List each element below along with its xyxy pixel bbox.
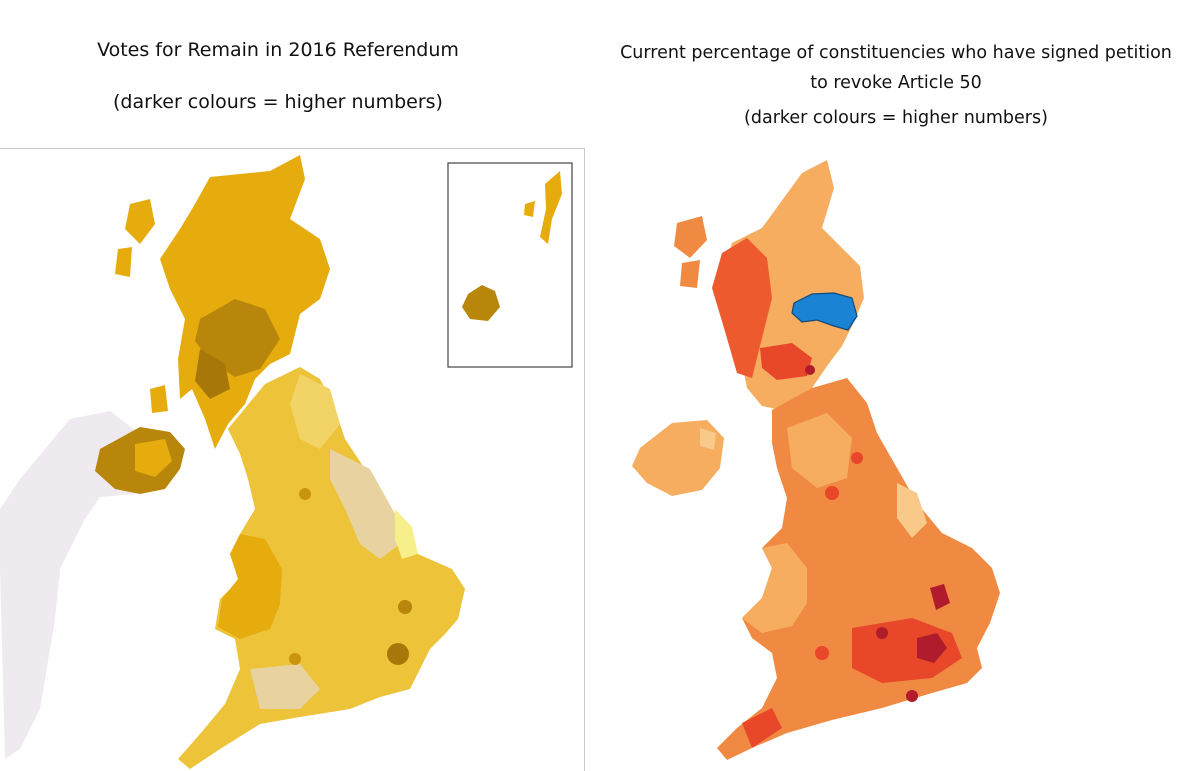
- london-dark: [387, 643, 409, 665]
- right-map-title: Current percentage of constituencies who…: [620, 43, 1172, 93]
- ireland-landmass: [0, 411, 150, 759]
- scottish-islands: [115, 199, 168, 413]
- shetland: [540, 171, 562, 244]
- edinburgh-darkred: [805, 365, 815, 375]
- york-red: [851, 452, 863, 464]
- ni-light-spot: [700, 428, 716, 450]
- ni-light-area: [135, 439, 172, 477]
- lincolnshire-light: [897, 483, 927, 538]
- central-belt-red: [760, 343, 812, 380]
- petition-signature-map: [632, 160, 1000, 760]
- southwest-red: [742, 708, 782, 748]
- cambridge-darkred: [930, 584, 950, 610]
- right-map-container: [612, 148, 1200, 771]
- southwest-pale: [250, 664, 320, 709]
- highlands-red: [712, 238, 772, 378]
- scotland-glasgow-dark: [195, 349, 230, 399]
- orkney: [462, 285, 500, 321]
- england-wales: [178, 367, 465, 769]
- wales: [218, 534, 282, 639]
- left-map-frame: [0, 148, 585, 771]
- aberdeenshire-highlight: [791, 292, 858, 331]
- bristol-dark: [289, 653, 301, 665]
- oxford-darkred: [876, 627, 888, 639]
- left-map-legend-note: (darker colours = higher numbers): [113, 91, 443, 113]
- brighton-darkred: [906, 690, 918, 702]
- inset-box: [447, 162, 573, 368]
- england-wales: [717, 378, 1000, 760]
- east-pale-area: [330, 449, 400, 559]
- right-map-legend-note: (darker colours = higher numbers): [744, 108, 1048, 128]
- manchester-red: [825, 486, 839, 500]
- cambridge-dark: [398, 600, 412, 614]
- manchester-dark: [299, 488, 311, 500]
- wales: [742, 543, 807, 633]
- remain-vote-map: [0, 155, 573, 769]
- lincolnshire-light: [395, 509, 418, 559]
- left-map-title: Votes for Remain in 2016 Referendum: [97, 39, 459, 61]
- scotland-west-islands: [674, 216, 707, 288]
- scotland-central-dark: [195, 299, 280, 377]
- shetland-small: [524, 201, 535, 217]
- bristol-red: [815, 646, 829, 660]
- northeast-light: [290, 374, 340, 449]
- london-darkred: [917, 633, 947, 663]
- north-england-light: [787, 413, 852, 488]
